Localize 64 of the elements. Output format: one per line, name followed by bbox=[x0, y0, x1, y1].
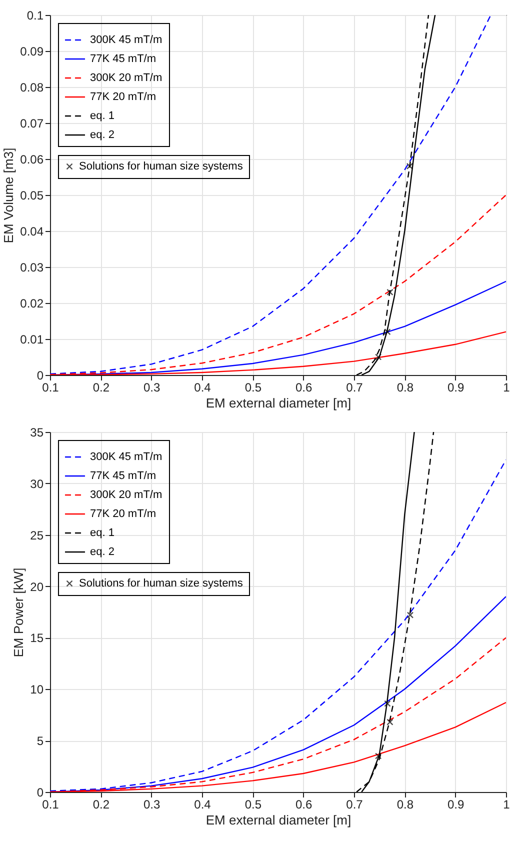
legend-label: 77K 45 mT/m bbox=[90, 470, 156, 482]
y-tick-label: 0.1 bbox=[26, 8, 44, 22]
x-tick-label: 0.8 bbox=[396, 798, 414, 812]
y-axis-title: EM Power [kW] bbox=[11, 568, 26, 658]
y-tick-label: 0.07 bbox=[20, 116, 44, 130]
y-tick-label: 15 bbox=[30, 631, 44, 646]
x-tick-label: 0.5 bbox=[244, 380, 262, 394]
x-tick-label: 0.7 bbox=[346, 380, 364, 394]
x-tick-label: 0.4 bbox=[194, 380, 212, 394]
legend-label: 77K 45 mT/m bbox=[90, 53, 156, 65]
x-tick-label: 0.2 bbox=[92, 798, 110, 812]
y-tick-label: 5 bbox=[36, 734, 44, 748]
legend-label: 300K 45 mT/m bbox=[90, 34, 162, 46]
legend-label: 300K 20 mT/m bbox=[90, 72, 162, 84]
legend-label: 300K 20 mT/m bbox=[90, 489, 162, 501]
point bbox=[384, 700, 391, 707]
x-tick-label: 0.8 bbox=[396, 380, 414, 394]
y-tick-label: 0.04 bbox=[20, 224, 44, 238]
point bbox=[386, 718, 394, 726]
y-tick-label: 0.06 bbox=[20, 152, 44, 166]
y-tick-label: 20 bbox=[30, 580, 44, 594]
line-series bbox=[356, 432, 434, 792]
point bbox=[374, 354, 382, 360]
x-tick-label: 0.4 bbox=[194, 798, 212, 812]
point bbox=[406, 612, 414, 618]
x-axis-title: EM external diameter [m] bbox=[206, 396, 352, 410]
legend-label: 77K 20 mT/m bbox=[90, 91, 156, 103]
point bbox=[384, 328, 391, 336]
x-tick-label: 0.6 bbox=[295, 380, 312, 394]
y-tick-label: 0.09 bbox=[20, 44, 44, 58]
y-tick-label: 0.08 bbox=[20, 80, 44, 94]
x-tick-label: 0.6 bbox=[295, 798, 312, 812]
legend-label: 77K 20 mT/m bbox=[90, 508, 156, 520]
y-tick-label: 25 bbox=[30, 528, 44, 542]
y-tick-label: 0 bbox=[36, 368, 44, 382]
x-tick-label: 0.9 bbox=[447, 380, 464, 394]
x-tick-label: 0.9 bbox=[447, 798, 464, 812]
x-tick-label: 0.5 bbox=[244, 798, 262, 812]
legend-label: Solutions for human size systems bbox=[79, 160, 244, 172]
x-tick-label: 0.7 bbox=[346, 798, 364, 812]
y-tick-label: 30 bbox=[30, 476, 44, 491]
legend-label: 300K 45 mT/m bbox=[90, 451, 162, 463]
x-tick-label: 0.3 bbox=[143, 380, 160, 394]
x-tick-label: 1 bbox=[503, 798, 510, 812]
legend-label: eq. 1 bbox=[90, 110, 114, 122]
x-tick-label: 1 bbox=[503, 380, 510, 394]
y-tick-label: 10 bbox=[30, 682, 44, 697]
point bbox=[386, 288, 394, 296]
y-tick-label: 35 bbox=[30, 426, 44, 440]
legend-label: Solutions for human size systems bbox=[79, 578, 244, 590]
y-axis-title: EM Volume [m3] bbox=[1, 148, 16, 244]
y-tick-label: 0.02 bbox=[20, 296, 44, 310]
point bbox=[374, 752, 382, 760]
y-tick-label: 0.05 bbox=[20, 188, 44, 202]
y-tick-label: 0 bbox=[36, 786, 44, 800]
x-tick-label: 0.3 bbox=[143, 798, 160, 812]
legend-label: eq. 2 bbox=[90, 546, 114, 558]
x-axis-title: EM external diameter [m] bbox=[206, 812, 352, 828]
point bbox=[406, 162, 414, 170]
y-tick-label: 0.03 bbox=[20, 260, 44, 274]
x-tick-label: 0.2 bbox=[92, 380, 110, 394]
y-tick-label: 0.01 bbox=[20, 332, 44, 346]
legend-label: eq. 2 bbox=[90, 129, 114, 141]
legend-label: eq. 1 bbox=[90, 527, 114, 539]
